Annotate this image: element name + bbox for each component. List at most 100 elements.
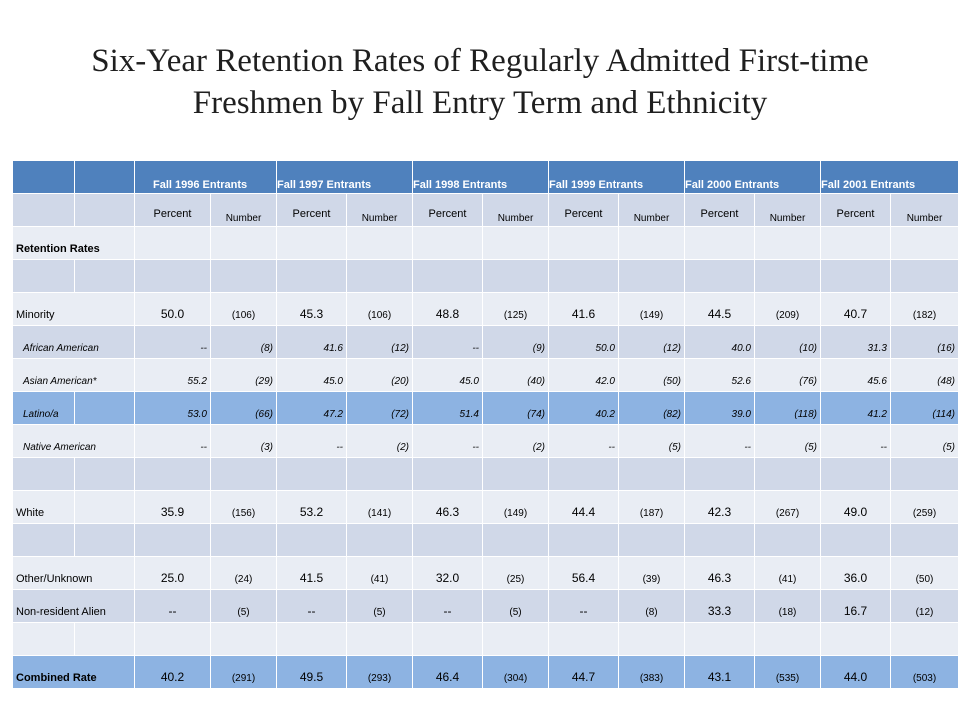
number-cell: (72): [346, 391, 413, 425]
percent-cell: --: [276, 589, 347, 623]
number-cell: (293): [346, 655, 413, 689]
number-header: Number: [346, 193, 413, 227]
percent-header: Percent: [548, 193, 619, 227]
percent-cell: 44.0: [820, 655, 891, 689]
table-row: White 35.9 (156) 53.2 (141) 46.3 (149) 44.4 (18…: [12, 490, 959, 524]
number-header: Number: [754, 193, 821, 227]
number-cell: (25): [482, 556, 549, 590]
percent-cell: 46.3: [684, 556, 755, 590]
blank-cell: [74, 193, 135, 227]
number-cell: (12): [346, 325, 413, 359]
blank-cell: [74, 160, 135, 194]
number-cell: (16): [890, 325, 959, 359]
percent-cell: 56.4: [548, 556, 619, 590]
percent-cell: 50.0: [548, 325, 619, 359]
blank-cell: [12, 193, 75, 227]
number-cell: (5): [618, 424, 685, 458]
entrants-header: Fall 1997 Entrants: [276, 160, 413, 194]
number-cell: (259): [890, 490, 959, 524]
percent-cell: 25.0: [134, 556, 211, 590]
number-header: Number: [618, 193, 685, 227]
number-cell: (187): [618, 490, 685, 524]
percent-header: Percent: [134, 193, 211, 227]
percent-cell: 41.6: [276, 325, 347, 359]
percent-cell: 53.2: [276, 490, 347, 524]
percent-cell: 33.3: [684, 589, 755, 623]
percent-cell: --: [134, 589, 211, 623]
percent-cell: 45.0: [276, 358, 347, 392]
percent-cell: 43.1: [684, 655, 755, 689]
number-cell: (18): [754, 589, 821, 623]
section-row: Retention Rates: [12, 226, 959, 260]
table-row: Combined Rate 40.2 (291) 49.5 (293) 46.4 (304…: [12, 655, 959, 689]
spacer-row: [12, 259, 959, 293]
entrants-header: Fall 1996 Entrants: [134, 160, 277, 194]
percent-cell: --: [134, 325, 211, 359]
number-cell: (41): [754, 556, 821, 590]
table-row: Latino/a 53.0 (66) 47.2 (72) 51.4 (74) 40.2 (82…: [12, 391, 959, 425]
number-cell: (12): [618, 325, 685, 359]
row-label: Combined Rate: [12, 655, 135, 689]
percent-cell: 48.8: [412, 292, 483, 326]
percent-cell: 44.7: [548, 655, 619, 689]
percent-header: Percent: [276, 193, 347, 227]
percent-cell: 40.7: [820, 292, 891, 326]
percent-cell: 44.5: [684, 292, 755, 326]
number-cell: (149): [618, 292, 685, 326]
number-header: Number: [482, 193, 549, 227]
row-label: African American: [12, 325, 135, 359]
entrants-header: Fall 2001 Entrants: [820, 160, 959, 194]
number-cell: (106): [346, 292, 413, 326]
percent-cell: 35.9: [134, 490, 211, 524]
row-label: White: [12, 490, 75, 524]
number-cell: (48): [890, 358, 959, 392]
percent-cell: --: [276, 424, 347, 458]
percent-cell: --: [548, 424, 619, 458]
spacer-row: [12, 622, 959, 656]
percent-cell: 42.3: [684, 490, 755, 524]
percent-cell: 41.6: [548, 292, 619, 326]
number-cell: (156): [210, 490, 277, 524]
percent-cell: 40.0: [684, 325, 755, 359]
number-cell: (12): [890, 589, 959, 623]
percent-cell: --: [412, 424, 483, 458]
row-label: Non-resident Alien: [12, 589, 135, 623]
number-cell: (304): [482, 655, 549, 689]
percent-cell: --: [134, 424, 211, 458]
title-line-1: Six-Year Retention Rates of Regularly Ad…: [91, 43, 869, 79]
percent-cell: 40.2: [548, 391, 619, 425]
row-label: Other/Unknown: [12, 556, 135, 590]
percent-cell: 16.7: [820, 589, 891, 623]
number-cell: (9): [482, 325, 549, 359]
number-cell: (383): [618, 655, 685, 689]
percent-cell: 51.4: [412, 391, 483, 425]
spacer-row: [12, 457, 959, 491]
number-cell: (39): [618, 556, 685, 590]
percent-cell: 55.2: [134, 358, 211, 392]
number-cell: (5): [754, 424, 821, 458]
number-cell: (114): [890, 391, 959, 425]
number-cell: (267): [754, 490, 821, 524]
percent-header: Percent: [820, 193, 891, 227]
number-header: Number: [210, 193, 277, 227]
number-cell: (20): [346, 358, 413, 392]
number-cell: (503): [890, 655, 959, 689]
row-label: Latino/a: [12, 391, 75, 425]
percent-cell: 47.2: [276, 391, 347, 425]
column-header-row: Percent Number Percent Number Percent Nu…: [12, 193, 959, 227]
entrants-header: Fall 1998 Entrants: [412, 160, 549, 194]
percent-cell: --: [684, 424, 755, 458]
percent-cell: 39.0: [684, 391, 755, 425]
percent-header: Percent: [684, 193, 755, 227]
number-cell: (106): [210, 292, 277, 326]
percent-cell: 45.6: [820, 358, 891, 392]
number-cell: (40): [482, 358, 549, 392]
number-cell: (291): [210, 655, 277, 689]
number-cell: (125): [482, 292, 549, 326]
section-label: Retention Rates: [12, 226, 135, 260]
percent-cell: 53.0: [134, 391, 211, 425]
percent-cell: 46.3: [412, 490, 483, 524]
slide-title: Six-Year Retention Rates of Regularly Ad…: [0, 40, 960, 124]
percent-cell: --: [412, 325, 483, 359]
number-cell: (74): [482, 391, 549, 425]
